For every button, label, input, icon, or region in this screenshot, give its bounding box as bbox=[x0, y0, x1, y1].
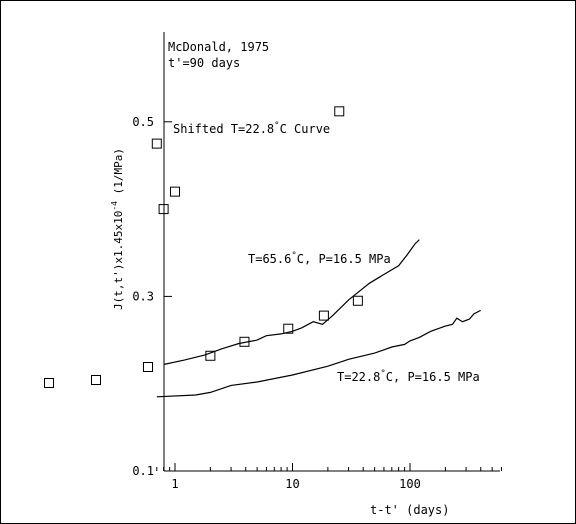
marker-shifted bbox=[334, 106, 345, 117]
marker-shifted bbox=[170, 186, 180, 197]
marker-shifted bbox=[239, 336, 250, 347]
marker-shifted bbox=[158, 204, 169, 215]
marker-shifted bbox=[205, 350, 216, 361]
y-axis-label: J(t,t')x1.45x10-4 (1/MPa) bbox=[110, 148, 125, 310]
marker-shifted-offaxis bbox=[143, 362, 153, 372]
x-tick-label: 1 bbox=[171, 477, 178, 491]
cold-curve-label: T=22.8°C, P=16.5 MPa bbox=[337, 369, 480, 384]
marker-shifted bbox=[318, 310, 329, 321]
axis-ticks: 1 10 100 0.1 0.3 0.5 bbox=[132, 115, 502, 491]
marker-shifted bbox=[283, 323, 294, 334]
shifted-curve-label: Shifted T=22.8°C Curve bbox=[173, 121, 330, 136]
series-layer bbox=[44, 106, 481, 398]
age-annotation: t'=90 days bbox=[168, 56, 240, 70]
marker-shifted-offaxis bbox=[44, 378, 54, 388]
source-annotation: McDonald, 1975 bbox=[168, 40, 269, 54]
series-line-hot bbox=[163, 239, 420, 366]
y-tick-label: 0.3 bbox=[132, 289, 154, 303]
marker-shifted bbox=[151, 138, 162, 149]
hot-curve-label: T=65.6°C, P=16.5 MPa bbox=[248, 251, 391, 266]
y-tick-label: 0.5 bbox=[132, 115, 154, 129]
x-axis-label: t-t' (days) bbox=[370, 503, 449, 517]
y-tick-label: 0.1 bbox=[132, 464, 154, 478]
marker-shifted-offaxis bbox=[91, 375, 101, 385]
series-line-cold bbox=[156, 309, 481, 398]
x-tick-label: 100 bbox=[399, 477, 421, 491]
marker-shifted bbox=[352, 295, 363, 306]
x-tick-label: 10 bbox=[285, 477, 299, 491]
